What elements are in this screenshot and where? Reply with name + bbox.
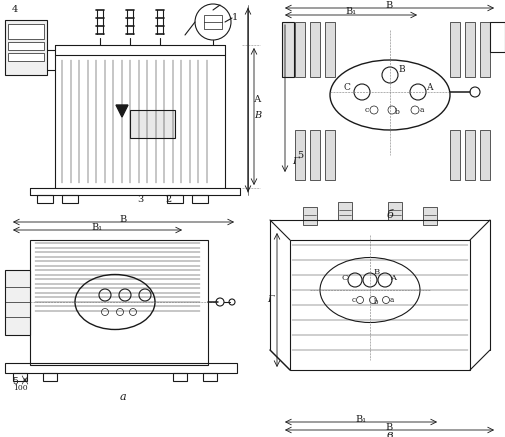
Text: А: А [255,96,262,104]
Text: 5: 5 [12,378,18,386]
Circle shape [348,273,362,287]
Bar [282,22,294,77]
Bar [43,373,57,381]
Bar [204,15,222,29]
Bar [203,373,217,381]
Text: 4: 4 [12,6,18,14]
Bar [62,195,78,203]
Text: B: B [398,66,405,74]
Text: b: b [395,108,400,116]
Bar [173,373,187,381]
Text: C: C [343,83,350,91]
Text: c: c [352,296,356,304]
Bar [5,20,47,75]
Text: B: B [374,268,380,276]
Text: 5: 5 [297,150,303,160]
Bar [450,22,460,77]
Text: б: б [387,210,393,220]
Text: В₁: В₁ [356,416,367,424]
Bar [8,24,44,39]
Bar [8,53,44,61]
Text: в: в [387,430,393,437]
Bar [13,373,27,381]
Bar [192,195,208,203]
Text: 1: 1 [232,14,238,22]
Bar [490,22,505,52]
Bar [5,363,237,373]
Text: В: В [119,215,127,223]
Bar [8,42,44,50]
Ellipse shape [330,60,450,130]
Bar [325,130,335,180]
Bar [310,130,320,180]
Bar [325,22,335,77]
Text: 2: 2 [165,195,171,205]
Bar [295,22,305,77]
Bar [423,207,437,225]
Bar [295,130,305,180]
Bar [388,202,402,220]
Text: В₁: В₁ [345,7,357,17]
Bar [480,22,490,77]
Circle shape [363,273,377,287]
Text: Г: Г [267,295,273,305]
Bar [338,202,352,220]
Bar [30,240,208,365]
Bar [37,195,53,203]
Text: В: В [385,0,392,10]
Polygon shape [116,105,128,117]
Text: a: a [420,106,425,114]
Bar [167,195,183,203]
Text: 100: 100 [13,384,27,392]
Bar [465,130,475,180]
Bar [5,270,30,335]
Ellipse shape [320,257,420,323]
Bar [303,207,317,225]
Text: A: A [426,83,432,91]
Text: a: a [390,296,394,304]
Text: C: C [342,274,348,282]
Circle shape [378,273,392,287]
Text: 3: 3 [137,195,143,205]
Circle shape [382,67,398,83]
Bar [465,22,475,77]
Text: а: а [120,392,126,402]
Text: b: b [374,298,379,306]
Bar [450,130,460,180]
Circle shape [410,84,426,100]
Text: В: В [255,111,262,121]
Bar [130,110,175,138]
Bar [290,240,470,370]
Text: A: A [390,274,396,282]
Bar [480,130,490,180]
Text: c: c [365,106,369,114]
Text: В: В [385,423,392,433]
Circle shape [354,84,370,100]
Text: Г: Г [292,157,298,166]
Text: В₁: В₁ [91,222,103,232]
Ellipse shape [75,274,155,329]
Bar [310,22,320,77]
